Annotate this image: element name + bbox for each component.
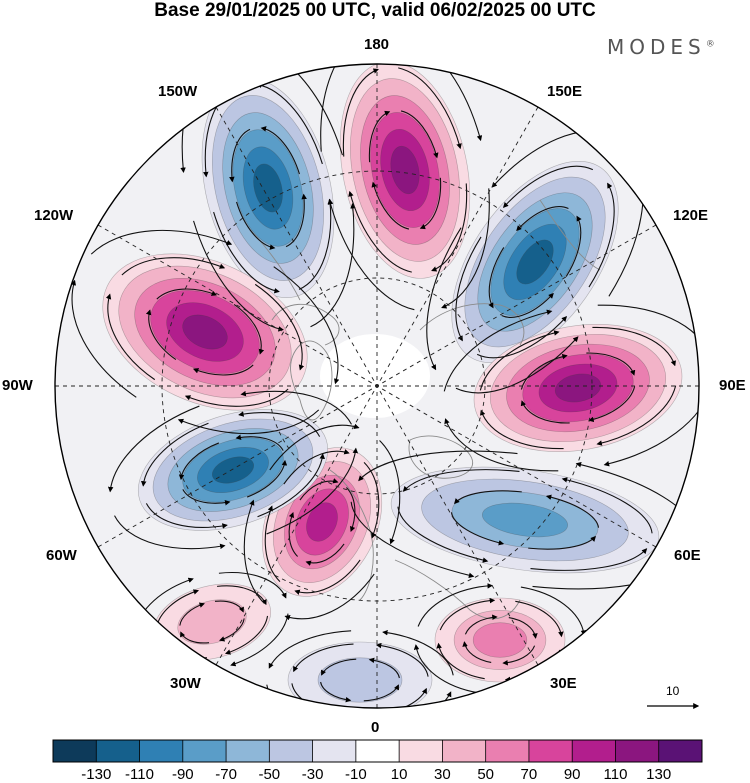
pole-cap bbox=[320, 334, 430, 418]
streamline-6-0 bbox=[320, 657, 400, 703]
brand-logo: MODES® bbox=[607, 35, 715, 59]
lon-label-180: 180 bbox=[364, 36, 390, 53]
lon-label-90w: 90W bbox=[2, 377, 33, 394]
colorbar-tick-label: 90 bbox=[563, 766, 581, 783]
streamline-0-0 bbox=[229, 126, 307, 250]
colorbar-swatch bbox=[528, 740, 573, 762]
colorbar-swatch bbox=[658, 740, 703, 762]
colorbar-tick-label: -70 bbox=[215, 766, 237, 783]
colorbar-tick-label: -30 bbox=[301, 766, 324, 783]
streamline-5-0 bbox=[462, 614, 538, 666]
anomaly-negative-2 bbox=[451, 161, 619, 363]
graticule bbox=[55, 64, 699, 708]
streamline-1-0 bbox=[368, 110, 442, 230]
streamline-3-0 bbox=[520, 352, 636, 424]
lon-label-150w: 150W bbox=[158, 83, 198, 100]
anomaly-negative-4 bbox=[390, 466, 660, 574]
lon-label-60e: 60E bbox=[674, 547, 701, 564]
streamline-2-0 bbox=[488, 206, 582, 318]
colorbar-swatch bbox=[182, 740, 227, 762]
lon-label-120w: 120W bbox=[34, 207, 74, 224]
colorbar-tick-label: 110 bbox=[603, 766, 628, 783]
colorbar-tick-label: -10 bbox=[345, 766, 367, 783]
streamline-4-0 bbox=[450, 490, 600, 550]
lon-label-150e: 150E bbox=[547, 83, 583, 100]
colorbar-swatch bbox=[96, 740, 140, 762]
streamline-7-0 bbox=[179, 600, 245, 644]
anomaly-positive-1 bbox=[339, 64, 471, 279]
anomaly-field bbox=[102, 64, 683, 708]
streamline-10-1 bbox=[105, 257, 305, 407]
streamline-8-0 bbox=[288, 478, 356, 566]
colorbar-swatch bbox=[355, 740, 400, 762]
lon-label-30e: 30E bbox=[550, 675, 577, 692]
vector-reference-label: 10 bbox=[666, 684, 680, 698]
lon-label-30w: 30W bbox=[170, 675, 201, 692]
colorbar-swatch bbox=[572, 740, 616, 762]
colorbar-swatch bbox=[399, 740, 443, 762]
colorbar-swatch bbox=[485, 740, 530, 762]
colorbar-frame bbox=[52, 739, 703, 763]
streamline-9-1 bbox=[140, 411, 326, 529]
colorbar-tick-label: 70 bbox=[520, 766, 538, 783]
colorbar bbox=[52, 739, 703, 763]
colorbar-swatch bbox=[269, 740, 313, 762]
lon-label-90e: 90E bbox=[719, 377, 746, 394]
colorbar-tick-label: 30 bbox=[434, 766, 451, 783]
map-border bbox=[54, 63, 700, 709]
lon-label-0: 0 bbox=[371, 719, 380, 736]
anomaly-negative-6 bbox=[287, 641, 433, 708]
streamline-3-2 bbox=[443, 304, 699, 472]
colorbar-tick-label: 50 bbox=[477, 766, 495, 783]
anomaly-positive-5 bbox=[434, 597, 566, 683]
colorbar-swatch bbox=[312, 740, 357, 762]
streamline-1-1 bbox=[342, 67, 468, 273]
streamline-4-1 bbox=[397, 469, 653, 571]
colorbar-swatch bbox=[226, 740, 270, 762]
colorbar-swatch bbox=[615, 740, 660, 762]
streamline-10-0 bbox=[145, 288, 265, 376]
streamline-2-1 bbox=[455, 165, 615, 359]
lon-label-120e: 120E bbox=[673, 207, 709, 224]
streamline-9-2 bbox=[107, 390, 359, 550]
colorbar-tick-label: 130 bbox=[646, 766, 672, 783]
colorbar-tick-label: 10 bbox=[390, 766, 408, 783]
colorbar-swatch bbox=[53, 740, 97, 762]
streamline-3-1 bbox=[479, 326, 677, 450]
colorbar-swatch bbox=[139, 740, 184, 762]
anomaly-negative-9 bbox=[137, 409, 329, 531]
colorbar-tick-label: -50 bbox=[258, 766, 281, 783]
anomaly-positive-7 bbox=[153, 583, 271, 661]
anomaly-negative-0 bbox=[201, 77, 335, 299]
map-title: Base 29/01/2025 00 UTC, valid 06/02/2025… bbox=[154, 0, 596, 21]
colorbar-tick-label: -130 bbox=[81, 766, 112, 783]
streamline-10-2 bbox=[70, 229, 340, 435]
lon-label-60w: 60W bbox=[46, 547, 77, 564]
colorbar-swatch bbox=[442, 740, 486, 762]
colorbar-tick-label: -110 bbox=[125, 766, 154, 783]
colorbar-tick-label: -90 bbox=[171, 766, 194, 783]
streamline-8-2 bbox=[243, 423, 401, 621]
streamline-9-0 bbox=[178, 434, 288, 506]
